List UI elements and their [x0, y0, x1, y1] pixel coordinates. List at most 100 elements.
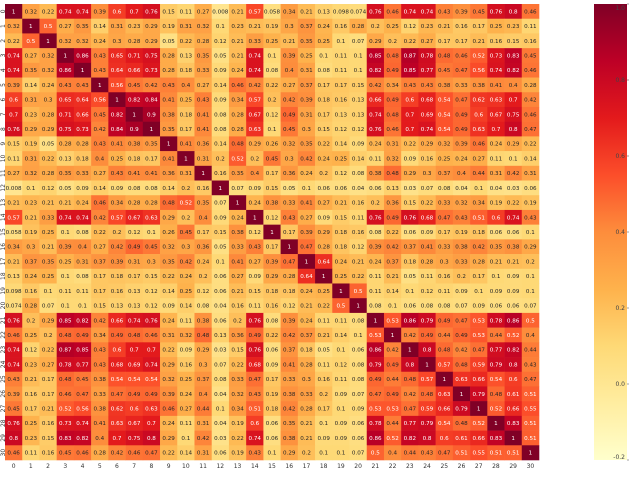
cell-value-label: 0.06: [490, 230, 503, 236]
cell-value-label: 0.33: [438, 201, 451, 207]
heatmap-cell: [418, 195, 436, 211]
cell-value-label: 0.34: [111, 201, 124, 207]
cell-value-label: 0.28: [42, 171, 55, 177]
cell-value-label: 0.08: [352, 377, 365, 383]
heatmap-cell: [470, 62, 488, 78]
heatmap-cell: [366, 415, 385, 431]
cell-value-label: 0.18: [266, 407, 279, 413]
cell-value-label: 1: [425, 362, 429, 368]
heatmap-cell: [39, 180, 57, 196]
heatmap-cell: [39, 106, 57, 122]
cell-value-label: 0.24: [231, 68, 244, 74]
heatmap-cell: [401, 254, 419, 270]
x-tick-label: 18: [320, 463, 328, 470]
heatmap-cell: [435, 268, 454, 284]
cell-value-label: 0.74: [7, 53, 20, 59]
cell-value-label: 0.46: [7, 451, 20, 457]
heatmap-cell: [211, 209, 230, 225]
heatmap-cell: [332, 136, 350, 152]
cell-value-label: 0.1: [526, 289, 535, 295]
cell-value-label: 0.21: [25, 377, 38, 383]
cell-value-label: 0.05: [317, 348, 330, 354]
heatmap-cell: [160, 4, 178, 20]
y-tick-label: 16: [0, 243, 7, 251]
cell-value-label: 0.07: [352, 39, 365, 45]
heatmap-cell: [194, 18, 213, 34]
cell-value-label: 0.31: [111, 24, 124, 30]
cell-value-label: 0.22: [231, 362, 243, 368]
cell-value-label: 0.14: [94, 186, 107, 192]
heatmap-cell: [142, 33, 161, 49]
heatmap-cell: [108, 283, 126, 299]
heatmap-cell: [73, 224, 92, 240]
heatmap-cell: [56, 136, 75, 152]
heatmap-cell: [418, 136, 436, 152]
cell-value-label: 0.42: [249, 83, 261, 89]
cell-value-label: 1: [322, 274, 326, 280]
heatmap-cell: [56, 430, 75, 446]
heatmap-cell: [366, 62, 385, 78]
heatmap-cell: [246, 18, 264, 34]
cell-value-label: 0.46: [524, 68, 537, 74]
cell-value-label: 0.86: [369, 348, 382, 354]
cell-value-label: 0.43: [249, 392, 262, 398]
heatmap-cell: [142, 209, 161, 225]
heatmap-cell: [194, 342, 213, 358]
heatmap-cell: [211, 430, 230, 446]
heatmap-cell: [177, 18, 195, 34]
cell-value-label: 0.49: [111, 333, 124, 339]
cell-value-label: 0.6: [250, 421, 259, 427]
heatmap-cell: [39, 298, 57, 314]
cell-value-label: 0.29: [524, 245, 537, 251]
heatmap-cell: [332, 151, 350, 167]
cell-value-label: 0.76: [249, 318, 262, 324]
cell-value-label: 0.29: [404, 171, 417, 177]
cell-value-label: 0.24: [369, 259, 382, 265]
heatmap-cell: [228, 18, 247, 34]
heatmap-cell: [108, 298, 126, 314]
heatmap-cell: [22, 268, 40, 284]
cell-value-label: 0.05: [404, 274, 417, 280]
heatmap-cell: [246, 415, 264, 431]
colorbar-tick-label: 0.2: [615, 305, 625, 312]
cell-value-label: 0.57: [438, 362, 451, 368]
cell-value-label: 0.32: [455, 201, 467, 207]
cell-value-label: 0.77: [421, 68, 434, 74]
heatmap-cell: [246, 180, 264, 196]
heatmap-cell: [315, 430, 333, 446]
heatmap-cell: [56, 106, 75, 122]
heatmap-cell: [263, 386, 281, 402]
heatmap-cell: [160, 357, 178, 373]
heatmap-cell: [39, 254, 57, 270]
heatmap-cell: [349, 165, 368, 181]
cell-value-label: 0.54: [438, 421, 451, 427]
heatmap-cell: [435, 33, 454, 49]
heatmap-cell: [383, 136, 402, 152]
heatmap-cell: [177, 239, 195, 255]
cell-value-label: 0.38: [162, 112, 175, 118]
heatmap-cell: [246, 195, 264, 211]
heatmap-cell: [263, 33, 281, 49]
cell-value-label: 0.21: [300, 304, 313, 310]
cell-value-label: 0.43: [249, 245, 262, 251]
cell-value-label: 0.14: [162, 186, 175, 192]
cell-value-label: 0.48: [197, 333, 210, 339]
cell-value-label: 0.22: [42, 156, 54, 162]
cell-value-label: 0.12: [145, 289, 157, 295]
cell-value-label: 0.09: [352, 142, 365, 148]
heatmap-cell: [383, 283, 402, 299]
heatmap-cell: [504, 239, 523, 255]
heatmap-cell: [383, 415, 402, 431]
heatmap-cell: [315, 371, 333, 387]
cell-value-label: 0.47: [76, 392, 89, 398]
cell-value-label: 0.66: [472, 436, 485, 442]
cell-value-label: 0.12: [42, 186, 54, 192]
heatmap-cell: [5, 239, 23, 255]
heatmap-cell: [263, 371, 281, 387]
heatmap-cell: [487, 136, 505, 152]
cell-value-label: 0.16: [438, 274, 451, 280]
cell-value-label: 0.44: [490, 333, 503, 339]
heatmap-cell: [349, 283, 368, 299]
heatmap-cell: [435, 239, 454, 255]
heatmap-cell: [177, 386, 195, 402]
